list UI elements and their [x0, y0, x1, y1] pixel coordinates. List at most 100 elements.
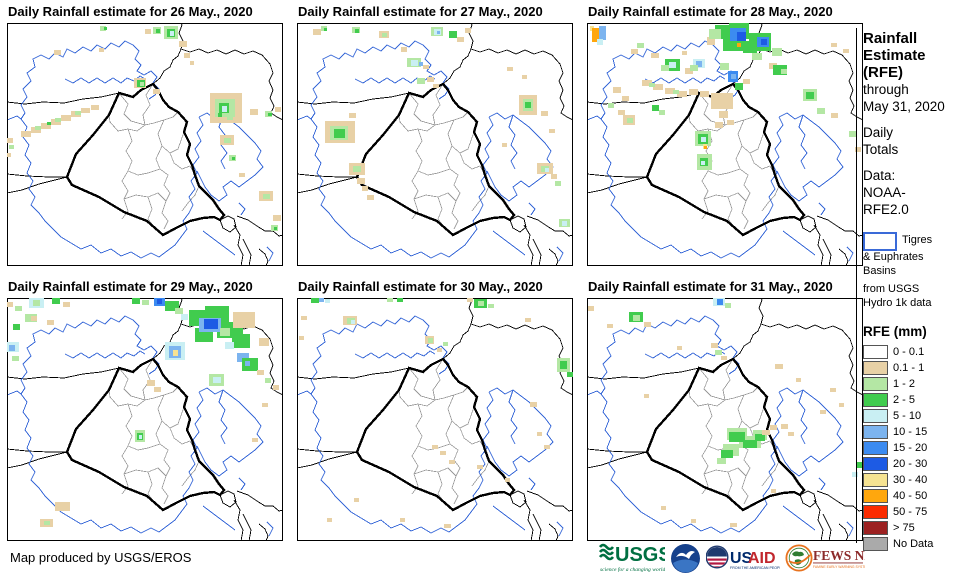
rainfall-overlay — [313, 26, 570, 227]
legend-label: 40 - 50 — [893, 490, 928, 502]
basin-label: & Euphrates — [863, 251, 924, 263]
rain-cell — [607, 324, 613, 328]
rain-cell — [717, 299, 723, 305]
rain-cell — [704, 146, 707, 149]
basin-label: Tigres — [902, 234, 933, 246]
rain-cell — [153, 89, 160, 94]
rain-cell — [677, 346, 682, 350]
rain-cell — [522, 75, 527, 79]
rain-cell — [411, 60, 418, 66]
rain-cell — [245, 361, 250, 366]
map-title: Daily Rainfall estimate for 30 May., 202… — [298, 279, 543, 294]
rain-cell — [145, 29, 151, 34]
rain-cell — [689, 89, 698, 95]
rain-cell — [147, 380, 155, 386]
rain-cell — [213, 377, 221, 383]
rain-cell — [644, 322, 651, 327]
rain-cell — [139, 435, 142, 439]
rain-cell — [525, 318, 531, 322]
rain-cell — [54, 50, 61, 55]
rain-cell — [730, 523, 737, 527]
legend-label: No Data — [893, 538, 934, 550]
rain-cell — [661, 506, 666, 510]
rain-cell — [35, 126, 41, 130]
rain-cell — [265, 378, 271, 383]
rain-cell — [652, 105, 659, 111]
rain-cell — [319, 298, 324, 302]
rain-cell — [432, 445, 438, 449]
rain-cell — [220, 328, 230, 336]
rain-cell — [449, 460, 455, 464]
sidebar-data-source: NOAA- — [863, 185, 906, 200]
map-panel-30-may: Daily Rainfall estimate for 30 May., 202… — [294, 279, 578, 541]
legend-item: 5 - 10 — [863, 408, 965, 424]
legend-swatch — [863, 409, 888, 423]
rain-cell — [397, 298, 403, 302]
basin-legend: Tigres — [863, 232, 965, 251]
legend-swatch — [863, 521, 888, 535]
rain-cell — [9, 345, 15, 351]
rain-cell — [669, 62, 676, 68]
rain-cell — [725, 303, 731, 308]
rain-cell — [353, 166, 361, 172]
rain-cell — [700, 91, 709, 97]
rainfall-map — [7, 298, 283, 541]
rain-cell — [382, 33, 387, 37]
rain-cell — [334, 129, 345, 138]
rain-cell — [351, 320, 355, 324]
rain-cell — [775, 364, 783, 369]
rain-cell — [701, 137, 706, 142]
rain-cell — [731, 74, 736, 79]
rain-cell — [367, 195, 374, 200]
rain-cell — [588, 306, 594, 311]
rain-cell — [142, 300, 149, 305]
rain-cell — [132, 298, 140, 304]
sidebar-title-line: (RFE) — [863, 64, 903, 81]
rain-cell — [52, 298, 60, 304]
rain-cell — [263, 194, 270, 199]
rainfall-overlay — [7, 26, 281, 231]
rain-cell — [551, 174, 557, 179]
map-panel-28-may: Daily Rainfall estimate for 28 May., 202… — [584, 4, 868, 266]
legend-item: 1 - 2 — [863, 376, 965, 392]
rain-cell — [788, 432, 794, 436]
usaid-logo-text-us: US — [730, 550, 753, 567]
rain-cell — [457, 37, 464, 42]
map-panel-29-may: Daily Rainfall estimate for 29 May., 202… — [4, 279, 288, 541]
rain-cell — [15, 306, 22, 311]
rain-cell — [419, 62, 423, 66]
rain-cell — [237, 353, 249, 362]
rain-cell — [505, 478, 510, 482]
rain-cell — [274, 227, 277, 230]
rain-cell — [567, 372, 573, 377]
rain-cell — [259, 338, 269, 346]
rain-cell — [715, 122, 723, 128]
rain-cell — [433, 84, 439, 88]
legend-label: 15 - 20 — [893, 442, 928, 454]
rain-cell — [400, 518, 405, 522]
map-panel-31-may: Daily Rainfall estimate for 31 May., 202… — [584, 279, 868, 541]
map-credit: Map produced by USGS/EROS — [10, 550, 192, 565]
legend-swatch — [863, 345, 888, 359]
rain-cell — [727, 120, 734, 125]
rain-cell — [31, 316, 37, 321]
rain-cell — [33, 300, 40, 306]
rain-cell — [530, 402, 537, 407]
rain-cell — [9, 145, 14, 149]
rain-cell — [771, 489, 776, 493]
rain-cell — [796, 378, 801, 382]
legend-swatch — [863, 457, 888, 471]
rain-cell — [311, 298, 319, 303]
rain-cell — [743, 440, 757, 448]
rain-cell — [99, 48, 104, 52]
rain-cell — [437, 31, 440, 34]
rainfall-map — [297, 298, 573, 541]
rain-cell — [232, 334, 250, 348]
rain-cell — [781, 69, 787, 74]
rain-cell — [218, 113, 222, 117]
rainfall-overlay — [299, 298, 573, 528]
rain-cell — [743, 79, 750, 84]
rain-cell — [507, 67, 513, 71]
legend-label: 0.1 - 1 — [893, 362, 925, 374]
rain-cell — [465, 28, 471, 33]
